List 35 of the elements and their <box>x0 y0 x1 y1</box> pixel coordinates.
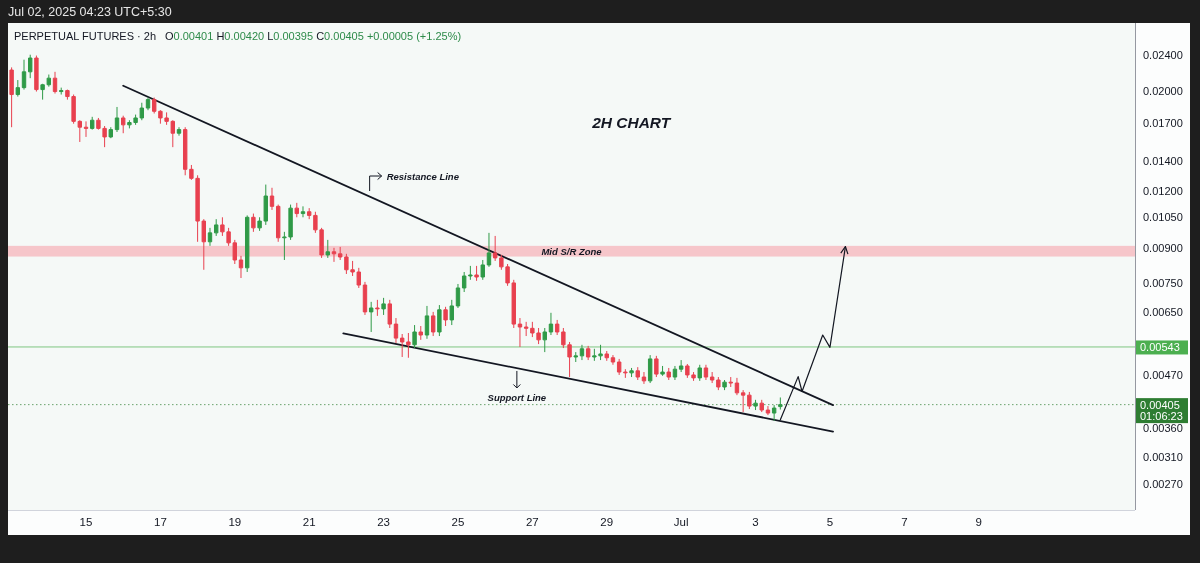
y-tick-label: 0.00270 <box>1143 478 1183 491</box>
annotation: Support Line <box>487 391 547 403</box>
x-tick-label: 15 <box>79 516 93 528</box>
y-tick-label: 0.00750 <box>1143 277 1183 290</box>
y-tick-label: 0.02400 <box>1143 48 1183 61</box>
x-tick-label: 19 <box>228 516 242 528</box>
y-tick-label: 0.00470 <box>1143 369 1183 382</box>
y-tick-label: 0.00900 <box>1143 241 1183 254</box>
text: PERPETUAL FUTURES · 2h <box>14 30 157 42</box>
x-tick-label: 5 <box>826 516 834 528</box>
x-tick-label: 17 <box>154 516 167 528</box>
y-tick-label: 0.02000 <box>1143 84 1183 97</box>
ref-line-label: 0.00405 01:06:23 <box>1140 398 1183 422</box>
x-tick-label: 29 <box>600 516 614 528</box>
annotation: Resistance Line <box>386 170 460 182</box>
y-tick-label: 0.01050 <box>1143 211 1183 224</box>
text: O0.00401 H0.00420 L0.00395 C0.00405 +0.00005 (+1.25%) <box>165 30 462 42</box>
y-tick-label: 0.01400 <box>1143 154 1183 167</box>
x-tick-label: 25 <box>451 516 465 528</box>
x-tick-label: 3 <box>752 516 759 528</box>
x-tick-label: 23 <box>377 516 390 528</box>
y-tick-label: 0.00650 <box>1143 305 1183 318</box>
y-tick-label: 0.00310 <box>1143 451 1183 464</box>
y-tick-label: 0.00360 <box>1143 421 1183 434</box>
x-tick-label: 27 <box>525 516 539 528</box>
y-tick-label: 0.01200 <box>1143 185 1183 198</box>
band-label: Mid S/R Zone <box>541 245 603 257</box>
y-tick-label: 0.01700 <box>1143 116 1183 129</box>
text: Jul 02, 2025 04:23 UTC+5:30 <box>8 4 172 19</box>
x-tick-label: 9 <box>975 516 982 528</box>
ref-line-label: 0.00543 <box>1140 340 1180 353</box>
x-tick-label: 7 <box>901 516 908 528</box>
x-tick-label: Jul <box>673 516 689 528</box>
text: 2H CHART <box>591 113 672 131</box>
x-tick-label: 21 <box>302 516 316 528</box>
